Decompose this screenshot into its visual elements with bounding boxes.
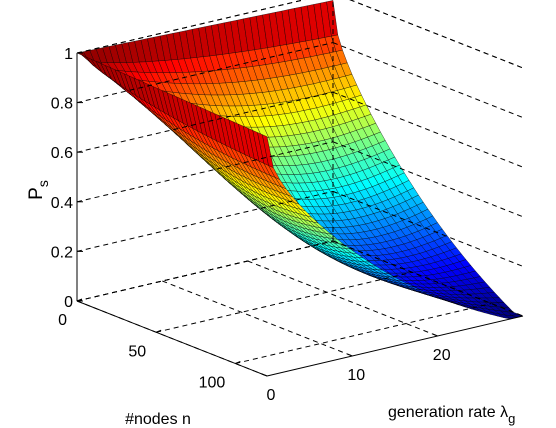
z-tick-label: 0 — [64, 294, 73, 311]
x-axis-line — [76, 300, 268, 377]
grid-line — [76, 240, 334, 302]
z-axis-label: Ps — [26, 180, 51, 200]
x-axis-label: #nodes n — [125, 411, 191, 428]
grid-line — [247, 260, 438, 337]
grid-line — [76, 91, 334, 153]
x-tick-label: 100 — [199, 375, 226, 392]
y-tick-label: 10 — [347, 367, 365, 384]
grid-line — [76, 0, 306, 54]
grid-line — [332, 91, 524, 168]
grid-line — [76, 42, 334, 104]
x-tick-mark — [76, 298, 83, 302]
x-axis-ticks: 0 50 100 — [58, 298, 241, 392]
y-tick-mark — [432, 333, 438, 337]
z-tick-label: 0.2 — [51, 244, 73, 261]
z-tick-label: 1 — [64, 46, 73, 63]
grid-line — [332, 240, 524, 317]
z-tick-label: 0.6 — [51, 145, 73, 162]
grid-line — [156, 271, 413, 333]
grid-line — [235, 303, 492, 364]
surface-plot — [76, 0, 524, 320]
z-axis-ticks: 0 0.2 0.4 0.6 0.8 1 — [51, 46, 83, 311]
z-tick-label: 0.4 — [51, 195, 73, 212]
grid-line — [76, 190, 334, 252]
z-tick-label: 0.8 — [51, 96, 73, 113]
grid-line — [349, 0, 524, 69]
grid-line — [332, 141, 524, 218]
y-axis-line — [266, 315, 524, 377]
grid-line — [162, 280, 353, 357]
y-axis-label: generation rate λg — [388, 404, 515, 426]
grid-line — [332, 42, 524, 119]
y-tick-label: 0 — [267, 387, 276, 404]
x-tick-mark — [155, 329, 162, 333]
y-tick-mark — [347, 353, 353, 357]
grid-line — [349, 0, 524, 69]
y-tick-mark — [261, 373, 268, 377]
grid-line — [76, 141, 334, 203]
x-tick-label: 50 — [128, 343, 146, 360]
x-tick-label: 0 — [58, 312, 67, 329]
y-axis-ticks: 0 10 20 — [261, 333, 451, 404]
x-tick-mark — [235, 361, 241, 364]
y-tick-label: 20 — [433, 347, 451, 364]
grid-line — [332, 190, 524, 267]
